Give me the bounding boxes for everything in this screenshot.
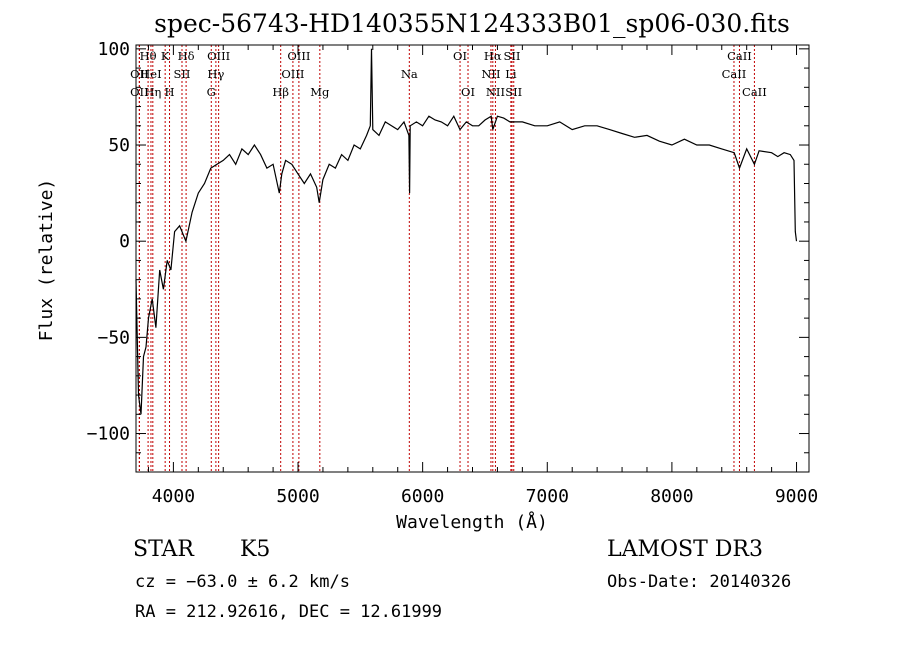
spectral-line-label: Li [505,67,517,81]
spectral-line-label: K [161,49,170,63]
spectral-line-label: H [165,85,175,99]
series-layer [135,48,798,415]
spectral-line-label: CaII [742,85,767,99]
x-tick-label: 8000 [650,486,693,507]
spectral-lines-layer [138,45,755,472]
spectral-line-label: OIII [207,49,230,63]
spectral-line-label: OII [130,85,149,99]
spectral-line-label: HeI [140,67,161,81]
x-tick-label: 9000 [775,486,818,507]
spectral-line-label: NII [486,85,505,99]
object-class: STAR [133,537,194,562]
spectral-line-label: OIII [287,49,310,63]
chart-title: spec-56743-HD140355N124333B01_sp06-030.f… [154,9,790,38]
spectral-line-label: OII [130,67,149,81]
coordinates-text: RA = 212.92616, DEC = 12.61999 [135,602,443,622]
spectral-line-label: NII [481,67,500,81]
ticks-layer: 4000 5000 6000 7000 8000 9000 −100 −50 0 50 100 [87,39,819,507]
subclass: K5 [240,537,271,562]
spectral-line-label: Mg [310,85,330,99]
spectral-line-label: Hη [144,85,161,99]
spectral-line-label: CaII [722,67,747,81]
spectral-line-label: SII [174,67,191,81]
x-axis-label: Wavelength (Å) [396,511,548,533]
spectral-line-label: Hδ [178,49,195,63]
spectral-line-label: CaII [727,49,752,63]
y-tick-label: 100 [97,39,130,60]
spectral-line-label: Hθ [140,49,157,63]
y-tick-label: −100 [87,424,130,445]
x-tick-label: 5000 [276,486,319,507]
spectral-line-label: SII [504,49,521,63]
y-tick-label: −50 [97,327,130,348]
x-tick-label: 7000 [526,486,569,507]
spectral-line-label: OI [461,85,475,99]
obs-date: Obs-Date: 20140326 [607,572,792,592]
plot-frame [135,44,810,473]
spectral-line-label: Hα [484,49,502,63]
y-tick-label: 0 [119,231,130,252]
spectral-line-label: SII [505,85,522,99]
spectral-line-label: OI [453,49,467,63]
x-tick-label: 6000 [401,486,444,507]
spectral-line-label: Hβ [272,85,289,99]
spectral-line-label: Na [401,67,418,81]
survey-name: LAMOST DR3 [607,537,763,562]
redshift-text: cz = −63.0 ± 6.2 km/s [135,572,350,592]
y-axis-label: Flux (relative) [36,179,57,342]
y-tick-label: 50 [108,135,130,156]
spectral-line-label: OIII [281,67,304,81]
flux-series-line [135,48,798,415]
x-tick-label: 4000 [152,486,195,507]
spectral-line-label: Hγ [207,67,224,81]
spectral-line-label: G [207,85,216,99]
